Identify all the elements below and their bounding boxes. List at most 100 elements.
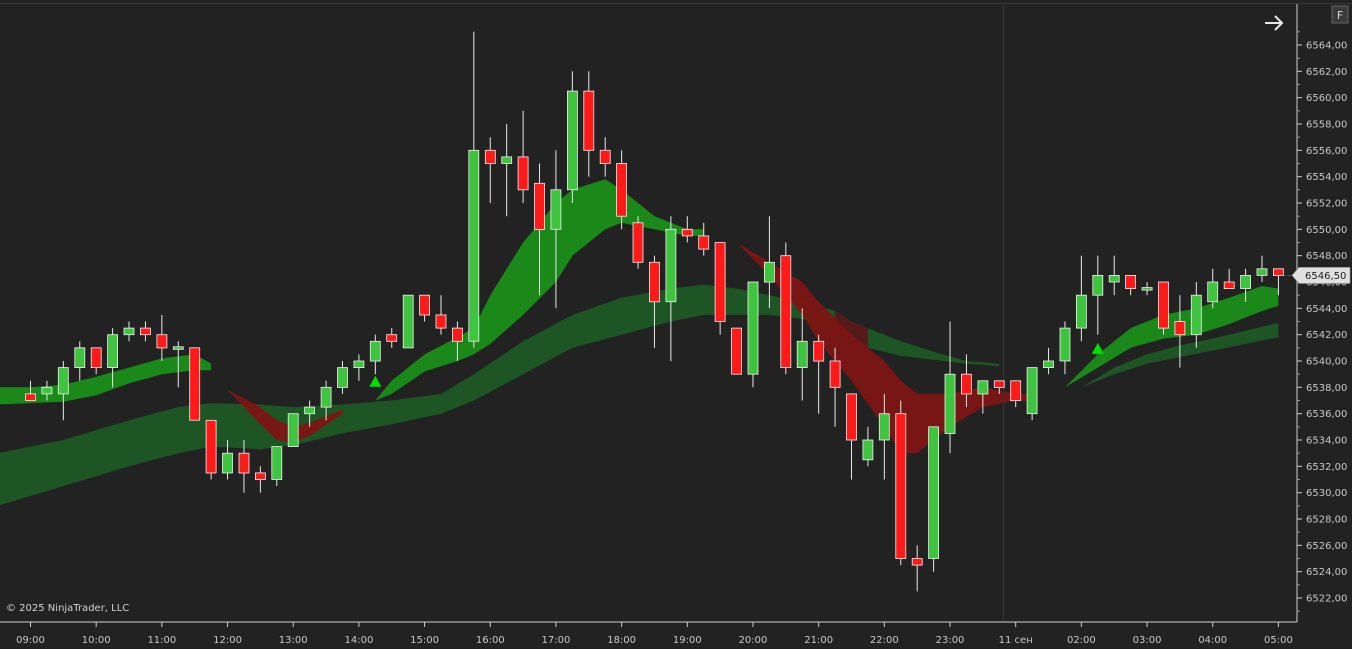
- candle-body-down: [517, 156, 529, 191]
- price-tick-label: 6538,00: [1306, 383, 1347, 394]
- candlesticks: [25, 31, 1292, 592]
- time-axis[interactable]: 09:00 10:00 11:00 12:00 13:00 14:00 15:00 16:00…: [16, 622, 1293, 646]
- candle-body-up: [337, 367, 348, 388]
- candle-body-down: [1125, 274, 1136, 289]
- candle-body-up: [468, 149, 480, 342]
- candle-body-up: [1190, 294, 1202, 336]
- time-tick-label: 18:00: [607, 635, 636, 646]
- candle-body-down: [846, 393, 857, 441]
- candle-body-up: [1108, 274, 1120, 283]
- candle-body-down: [435, 314, 447, 329]
- candle-body-down: [238, 452, 250, 474]
- candle-body-down: [911, 558, 923, 566]
- candle-body-down: [254, 472, 266, 480]
- time-tick-label: 12:00: [213, 635, 242, 646]
- candle-body-down: [780, 255, 792, 368]
- candle-body-up: [369, 340, 381, 362]
- candle-body-down: [534, 182, 545, 230]
- candle-body-up: [41, 386, 53, 395]
- time-tick-label: 04:00: [1198, 635, 1227, 646]
- price-tick-label: 6564,00: [1306, 41, 1347, 52]
- time-tick-label: 14:00: [344, 635, 373, 646]
- last-price-badge: 6546,50: [1291, 267, 1351, 284]
- price-tick-label: 6554,00: [1306, 172, 1347, 183]
- price-tick-label: 6550,00: [1306, 225, 1347, 236]
- slow-band-segment-red: [835, 311, 868, 348]
- time-tick-label: 17:00: [542, 635, 571, 646]
- slow-band-segment-green: [867, 328, 1000, 367]
- fast-band-segment-red: [227, 390, 343, 443]
- candle-body-up: [1026, 367, 1038, 415]
- time-tick-label: 15:00: [410, 635, 439, 646]
- price-tick-label: 6530,00: [1306, 488, 1347, 499]
- candle-body-up: [1207, 281, 1219, 303]
- candle-body-up: [928, 426, 939, 559]
- candle-body-down: [90, 347, 102, 368]
- price-tick-label: 6548,00: [1306, 251, 1347, 262]
- candle-body-up: [1092, 274, 1104, 296]
- candle-body-down: [698, 235, 710, 250]
- time-tick-label: 13:00: [279, 635, 308, 646]
- candle-body-up: [878, 413, 890, 441]
- candle-body-up: [862, 439, 874, 461]
- candle-body-down: [1223, 281, 1235, 289]
- price-tick-label: 6556,00: [1306, 146, 1347, 157]
- price-tick-label: 6524,00: [1306, 567, 1347, 578]
- candle-body-up: [123, 327, 135, 336]
- candle-body-down: [813, 340, 825, 362]
- candle-body-up: [222, 452, 233, 474]
- price-axis[interactable]: 6522,00 6524,00 6526,00 6528,00 6530,00 6532,…: [1297, 31, 1347, 612]
- time-tick-label: 11 сен: [999, 635, 1033, 646]
- f-button-label: F: [1337, 9, 1343, 22]
- candle-body-up: [567, 90, 578, 191]
- buy-signal-arrow: [369, 375, 382, 387]
- candle-body-up: [74, 347, 86, 368]
- candle-body-up: [1076, 294, 1087, 329]
- candle-body-down: [25, 393, 36, 401]
- time-tick-label: 02:00: [1067, 635, 1096, 646]
- time-tick-label: 22:00: [870, 635, 899, 646]
- candle-body-down: [961, 373, 972, 395]
- candle-body-down: [681, 228, 693, 237]
- candle-body-up: [550, 189, 562, 230]
- candle-body-down: [583, 90, 595, 151]
- candle-body-down: [632, 222, 644, 263]
- candle-body-down: [139, 327, 151, 336]
- candle-body-down: [156, 334, 168, 349]
- candle-body-up: [1141, 287, 1153, 291]
- candle-body-up: [747, 281, 759, 375]
- candle-body-up: [764, 261, 775, 283]
- candle-body-down: [1010, 380, 1022, 401]
- candle-body-down: [451, 327, 463, 342]
- candle-body-down: [599, 149, 611, 164]
- price-tick-label: 6526,00: [1306, 541, 1347, 552]
- candle-body-down: [649, 261, 660, 303]
- candle-body-up: [402, 294, 414, 349]
- price-tick-label: 6522,00: [1306, 594, 1347, 605]
- fast-band-segment-green: [0, 354, 212, 405]
- candle-body-up: [107, 334, 118, 369]
- last-price-label: 6546,50: [1305, 271, 1346, 282]
- f-button[interactable]: F: [1331, 5, 1349, 24]
- fast-band-segment-green: [1065, 286, 1279, 388]
- time-tick-label: 19:00: [673, 635, 702, 646]
- candle-body-down: [1174, 321, 1186, 336]
- copyright-text: © 2025 NinjaTrader, LLC: [6, 603, 129, 614]
- price-tick-label: 6540,00: [1306, 357, 1347, 368]
- candle-body-up: [57, 367, 69, 395]
- price-tick-label: 6534,00: [1306, 436, 1347, 447]
- candle-body-up: [1240, 274, 1251, 289]
- candle-body-up: [1043, 360, 1054, 368]
- time-tick-label: 03:00: [1133, 635, 1162, 646]
- price-tick-label: 6544,00: [1306, 304, 1347, 315]
- fast-band-segment-red: [736, 242, 1033, 454]
- candle-body-up: [304, 406, 316, 415]
- time-tick-label: 10:00: [82, 635, 111, 646]
- price-tick-label: 6562,00: [1306, 67, 1347, 78]
- arrow-right-icon[interactable]: [1265, 15, 1284, 31]
- candle-body-up: [271, 446, 283, 480]
- time-tick-label: 23:00: [936, 635, 965, 646]
- candle-body-down: [714, 242, 726, 322]
